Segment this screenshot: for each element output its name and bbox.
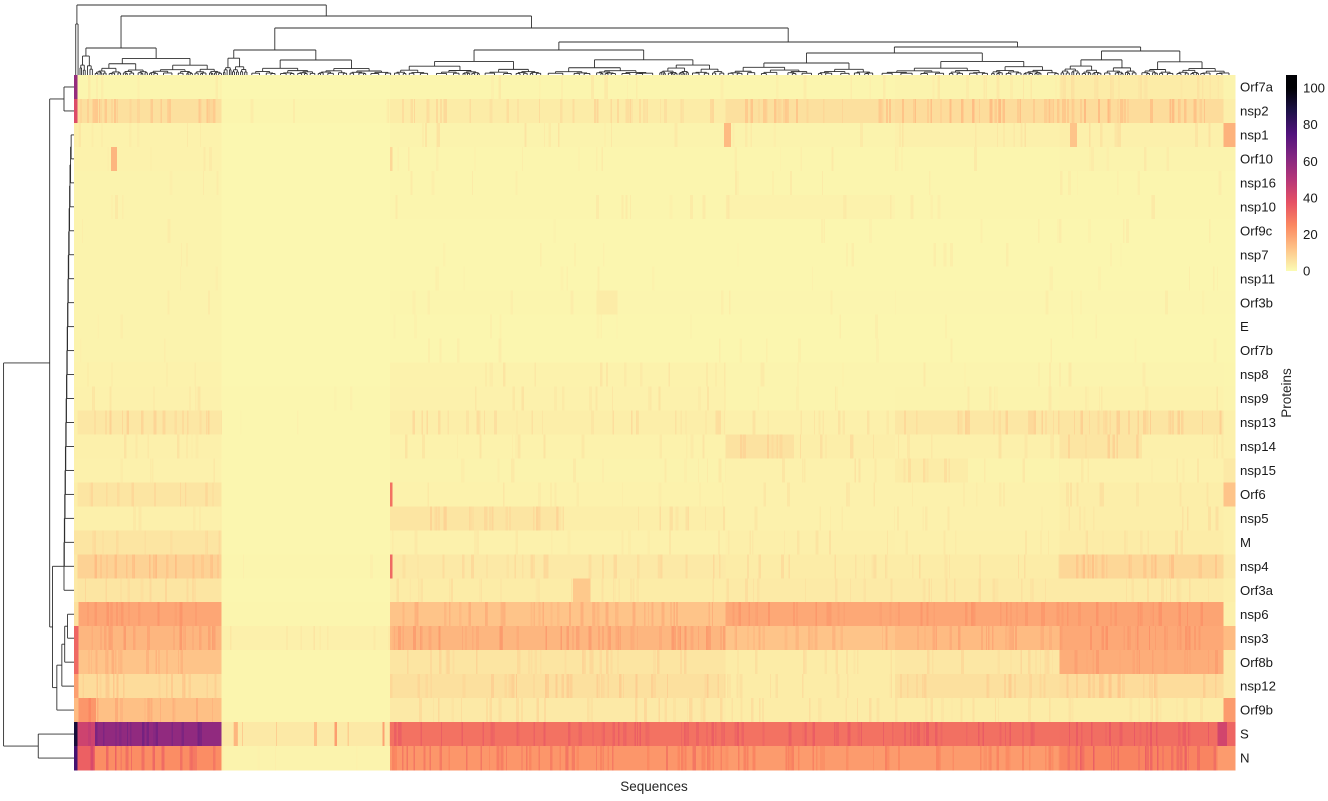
row-label-S: S (1240, 727, 1249, 742)
colorbar-tick-60: 60 (1303, 154, 1318, 169)
row-label-E: E (1240, 319, 1249, 334)
row-label-nsp3: nsp3 (1240, 631, 1269, 646)
y-axis-label: Proteins (1279, 368, 1294, 418)
row-label-nsp9: nsp9 (1240, 391, 1269, 406)
row-label-Orf6: Orf6 (1240, 487, 1266, 502)
row-label-N: N (1240, 751, 1250, 766)
row-labels: Orf7a nsp2 nsp1 Orf10 nsp16 nsp10 Orf9c nsp7 nsp… (1240, 80, 1276, 766)
colorbar-tick-0: 0 (1303, 264, 1310, 279)
colorbar-tick-labels: 100 80 60 40 20 0 (1303, 81, 1325, 279)
row-label-nsp8: nsp8 (1240, 367, 1269, 382)
row-label-Orf8b: Orf8b (1240, 655, 1273, 670)
row-label-Orf3b: Orf3b (1240, 295, 1273, 310)
row-label-nsp14: nsp14 (1240, 439, 1276, 454)
colorbar-tick-20: 20 (1303, 227, 1318, 242)
row-label-nsp16: nsp16 (1240, 175, 1276, 190)
row-label-nsp10: nsp10 (1240, 199, 1276, 214)
row-label-Orf9c: Orf9c (1240, 223, 1273, 238)
heatmap-matrix (74, 75, 1236, 771)
row-label-nsp5: nsp5 (1240, 511, 1269, 526)
row-label-nsp12: nsp12 (1240, 679, 1276, 694)
column-dendrogram (75, 4, 1230, 75)
row-label-nsp2: nsp2 (1240, 104, 1269, 119)
row-label-nsp7: nsp7 (1240, 247, 1269, 262)
colorbar-tick-80: 80 (1303, 117, 1318, 132)
row-label-M: M (1240, 535, 1251, 550)
row-label-Orf3a: Orf3a (1240, 583, 1274, 598)
row-label-nsp4: nsp4 (1240, 559, 1269, 574)
row-label-Orf9b: Orf9b (1240, 703, 1273, 718)
colorbar-gradient (1286, 75, 1297, 271)
colorbar-tick-100: 100 (1303, 81, 1325, 96)
row-label-Orf10: Orf10 (1240, 151, 1273, 166)
colorbar (1286, 75, 1297, 271)
row-label-nsp1: nsp1 (1240, 128, 1269, 143)
row-label-Orf7b: Orf7b (1240, 343, 1273, 358)
row-label-nsp11: nsp11 (1240, 271, 1275, 286)
row-label-nsp15: nsp15 (1240, 463, 1276, 478)
row-label-Orf7a: Orf7a (1240, 80, 1274, 95)
row-label-nsp13: nsp13 (1240, 415, 1276, 430)
row-dendrogram (3, 86, 74, 759)
x-axis-label: Sequences (620, 779, 688, 794)
row-label-nsp6: nsp6 (1240, 607, 1269, 622)
colorbar-tick-40: 40 (1303, 190, 1318, 205)
